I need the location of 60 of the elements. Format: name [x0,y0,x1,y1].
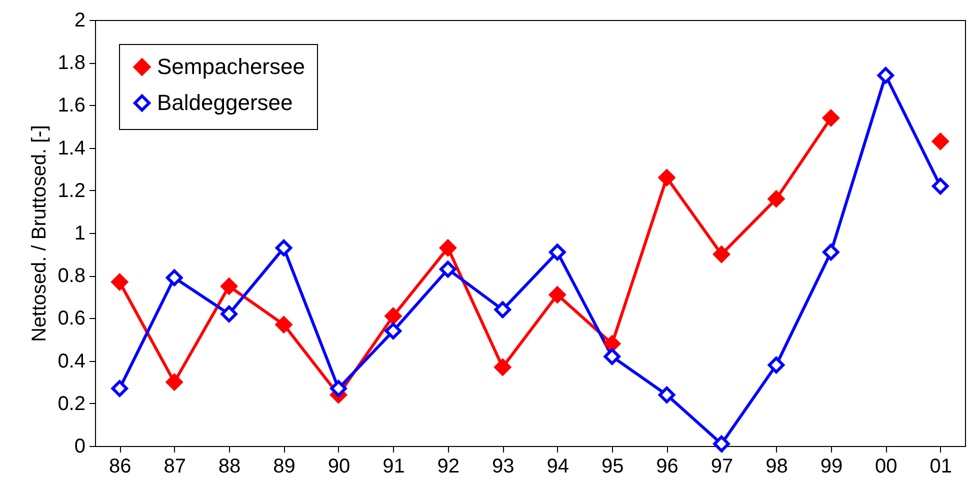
legend-label: Sempachersee [157,54,305,79]
y-tick-label: 1.4 [58,137,86,160]
point [877,66,894,84]
point [220,306,238,322]
x-tick-label: 86 [109,456,132,478]
x-tick-label: 95 [601,456,624,478]
x-tick-label: 96 [656,456,678,478]
x-tick-label: 94 [546,456,569,478]
point [494,358,512,376]
point [384,308,402,324]
point [548,244,566,261]
point [713,246,730,263]
point [658,386,676,404]
x-tick-label: 93 [492,456,514,478]
point [713,435,730,452]
x-tick-label: 91 [382,456,405,478]
x-tick-label: 98 [766,456,788,478]
point [166,269,183,286]
x-tick-label: 89 [273,456,296,478]
point [330,380,347,397]
point [604,335,620,352]
y-tick-label: 1.2 [58,180,86,202]
point [658,169,676,186]
point [494,301,512,318]
y-tick-label: 2 [74,10,86,32]
point [822,244,840,261]
y-tick-label: 1.8 [58,52,86,74]
point [932,133,949,150]
y-axis-title: Nettosed. / Bruttosed. [-] [28,125,51,342]
point [275,316,292,333]
point [604,348,620,365]
x-tick-label: 92 [437,456,460,478]
point [932,178,949,195]
y-tick-label: 1 [74,222,86,244]
y-tick-label: 0.4 [58,350,86,372]
x-tick-label: 87 [164,456,186,478]
y-tick-label: 0.2 [58,392,86,415]
y-tick-label: 0.6 [58,308,86,330]
point [440,260,456,278]
point [275,240,292,256]
x-tick-label: 99 [820,456,843,478]
point [440,240,456,256]
point [822,110,840,126]
y-tick-label: 1.6 [58,94,86,117]
legend-label: Baldeggersee [157,90,293,115]
point [220,278,238,295]
point [768,356,785,374]
x-tick-label: 97 [710,456,734,478]
x-tick-label: 90 [328,456,350,478]
point [166,374,183,390]
y-tick-label: 0 [74,436,86,458]
point [768,190,785,208]
x-tick-label: 88 [218,456,241,478]
point [548,286,566,304]
point [111,380,128,397]
point [111,274,128,290]
x-tick-label: 01 [930,456,952,478]
y-tick-label: 0.8 [58,265,86,288]
x-tick-label: 00 [875,456,898,478]
point [384,322,402,340]
